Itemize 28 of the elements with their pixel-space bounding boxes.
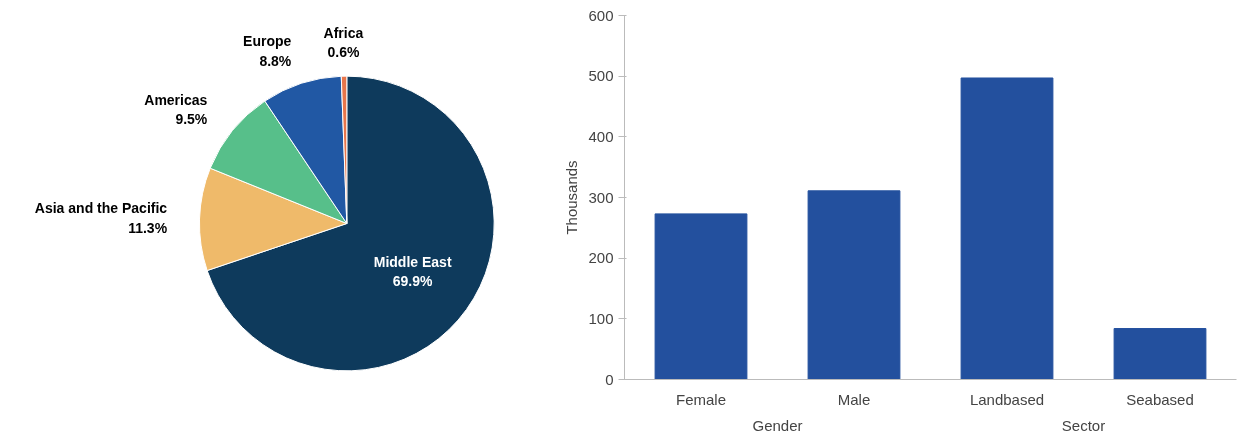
x-tick-label: Landbased <box>969 390 1045 408</box>
bar <box>654 213 748 380</box>
y-tick-label: 0 <box>605 370 614 388</box>
y-tick-label: 200 <box>588 249 614 267</box>
y-tick-label: 400 <box>588 127 614 145</box>
y-tick-label: 600 <box>588 6 614 24</box>
x-tick-label: Seabased <box>1126 390 1194 408</box>
x-tick-label: Female <box>675 390 727 408</box>
text: Gender <box>752 416 803 434</box>
y-tick-label: 500 <box>588 67 614 85</box>
slice-label: Americas <box>144 91 208 108</box>
text: Sector <box>1061 416 1106 434</box>
data-label: 0.6% <box>327 43 360 60</box>
bar <box>960 77 1054 380</box>
slice-label: Asia and the Pacific <box>34 200 168 217</box>
data-label: 11.3% <box>128 219 168 236</box>
y-axis-title: Thousands <box>563 160 581 235</box>
y-tick-label: 300 <box>588 188 614 206</box>
data-label: 9.5% <box>175 110 208 127</box>
slice-label: Middle East <box>373 253 452 270</box>
bar <box>807 190 901 380</box>
y-tick-label: 100 <box>588 309 614 327</box>
x-tick-label: Male <box>837 390 871 408</box>
data-label: 69.9% <box>392 272 434 289</box>
bar <box>1113 328 1207 380</box>
slice-label: Africa <box>323 24 364 41</box>
slice-label: Europe <box>243 33 292 50</box>
data-label: 8.8% <box>259 52 292 69</box>
